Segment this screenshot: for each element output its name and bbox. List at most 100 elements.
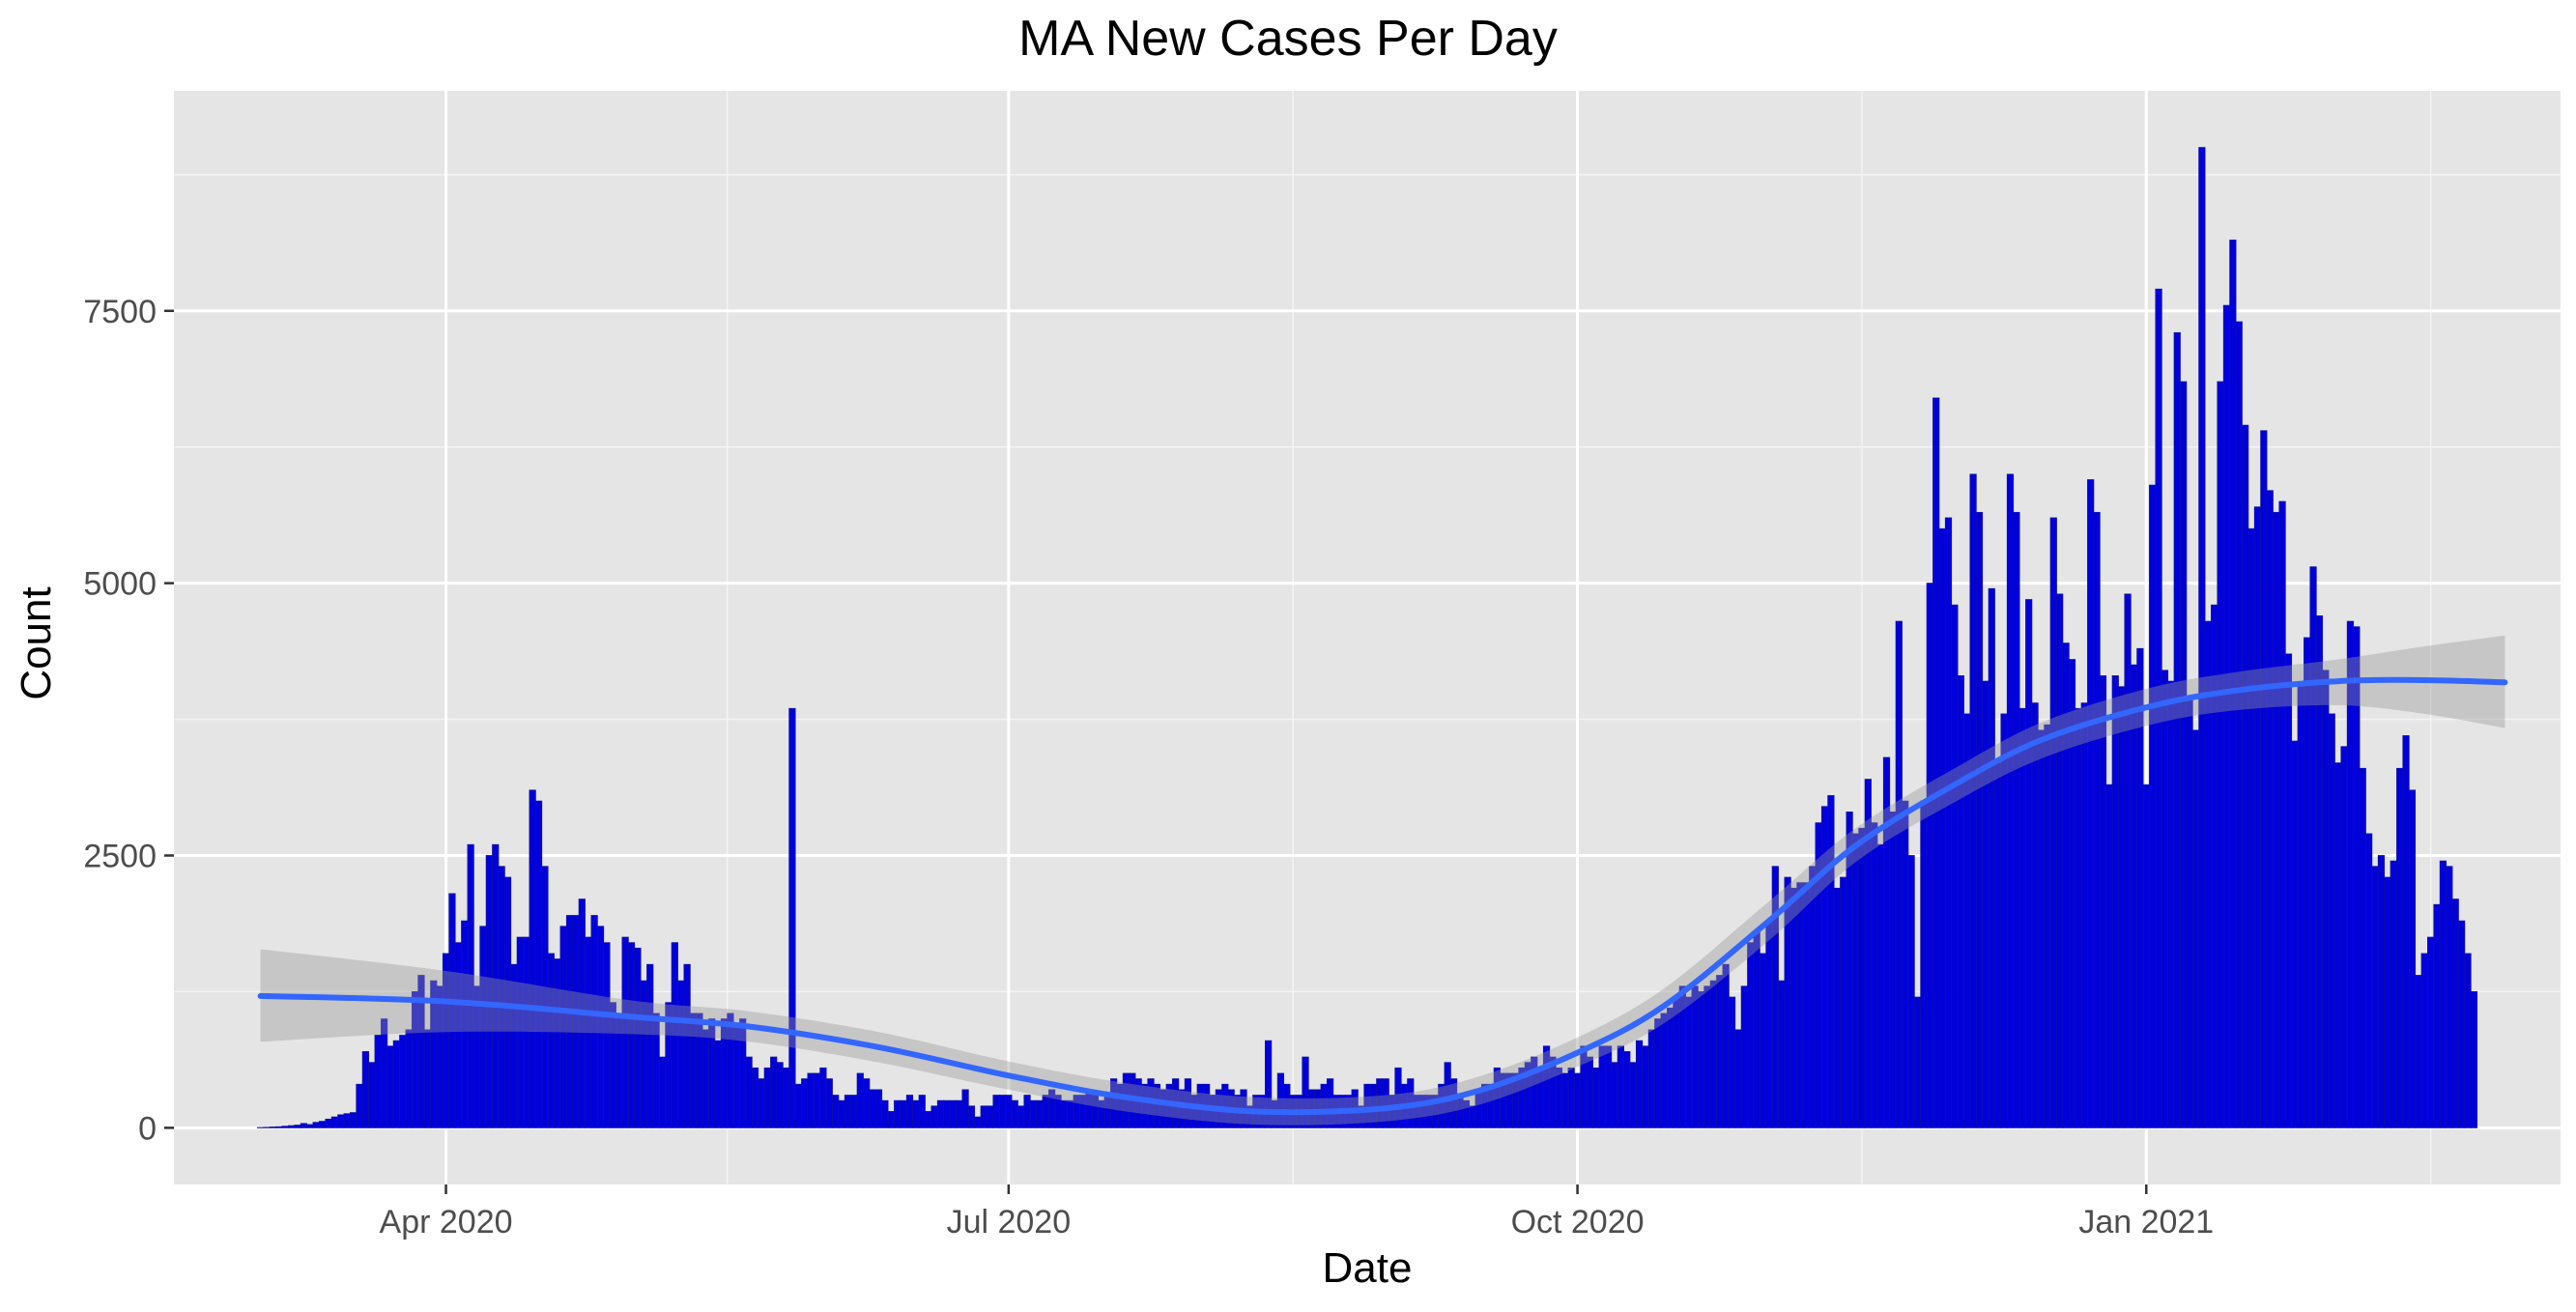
bar [2334, 762, 2342, 1128]
bar [1647, 1029, 1655, 1128]
x-axis: Apr 2020 Jul 2020 Oct 2020 Jan 2021 [380, 1184, 2214, 1241]
bar [1876, 843, 1884, 1128]
bar [1951, 604, 1959, 1128]
bar [1716, 975, 1724, 1128]
bar [2025, 599, 2033, 1128]
bar [2390, 860, 2397, 1128]
bar [967, 1105, 976, 1128]
bar [930, 1105, 938, 1128]
bar [1029, 1099, 1038, 1128]
bar [1067, 1099, 1074, 1128]
bar [2273, 511, 2280, 1128]
bar [2470, 991, 2478, 1128]
bar [405, 1029, 413, 1128]
bar [2297, 686, 2304, 1128]
bar [1555, 1067, 1562, 1128]
bar [2433, 903, 2441, 1128]
y-axis: 0 2500 5000 7500 [83, 294, 174, 1147]
bar [1871, 822, 1878, 1128]
bar [300, 1123, 307, 1128]
bar [2278, 500, 2286, 1128]
bar [1938, 528, 1946, 1128]
bar [2149, 484, 2157, 1128]
bar [2247, 528, 2255, 1128]
bar [1734, 1029, 1742, 1128]
bar [2105, 784, 2113, 1128]
bar [714, 1040, 722, 1128]
x-tick-label: Apr 2020 [380, 1204, 513, 1241]
trend-line-path [257, 676, 2508, 1116]
bar [627, 942, 636, 1128]
bar [1703, 985, 1711, 1128]
bar [1907, 855, 1915, 1128]
bar [529, 789, 536, 1128]
bar [819, 1067, 827, 1128]
bar [1851, 833, 1860, 1128]
bar [1759, 953, 1767, 1128]
bar [2439, 860, 2447, 1128]
bar [1975, 511, 1984, 1128]
bar [399, 1035, 407, 1128]
bar [1740, 985, 1748, 1128]
bar [1889, 812, 1897, 1128]
y-axis-label: Count [13, 586, 60, 700]
bar [2235, 321, 2243, 1128]
bar [1623, 1051, 1631, 1128]
bar [2130, 664, 2138, 1128]
bar [900, 1099, 907, 1128]
bar [2099, 675, 2107, 1128]
bar [1265, 1040, 1273, 1128]
bar [1895, 620, 1903, 1128]
bar [905, 1095, 914, 1128]
bar [2371, 866, 2379, 1128]
bar [2044, 724, 2051, 1128]
bar [1586, 1056, 1593, 1128]
bar [2217, 381, 2224, 1128]
bar [1023, 1095, 1031, 1128]
bar [2451, 898, 2459, 1128]
bar [2408, 789, 2417, 1128]
bar-series [256, 147, 2478, 1128]
bar [392, 1040, 400, 1128]
y-tick-label: 2500 [83, 838, 157, 874]
bar [763, 1067, 771, 1128]
bar [2111, 675, 2119, 1128]
bar [2464, 953, 2472, 1128]
bar [1722, 963, 1730, 1128]
bar [2198, 147, 2206, 1128]
bar [603, 942, 611, 1128]
bar [776, 1062, 784, 1128]
bar [1017, 1105, 1025, 1128]
bar [1666, 1007, 1674, 1128]
y-tick-label: 5000 [83, 566, 157, 603]
bar [1840, 876, 1847, 1128]
bar [2031, 702, 2039, 1128]
bar [2396, 767, 2404, 1128]
bar [374, 1035, 382, 1128]
bar [998, 1095, 1007, 1128]
bar [1827, 795, 1835, 1128]
bar [646, 963, 654, 1128]
bar [1635, 1040, 1644, 1128]
bar [2087, 479, 2095, 1128]
bar [454, 942, 462, 1128]
trend-line [257, 676, 2508, 1116]
bar [894, 1099, 902, 1128]
bar [844, 1095, 852, 1128]
bar [683, 963, 691, 1128]
bar [306, 1124, 314, 1128]
bar [1994, 762, 2002, 1128]
bar [887, 1111, 895, 1128]
bar [2180, 381, 2188, 1128]
bar [2359, 767, 2366, 1128]
bar [2186, 697, 2193, 1128]
bar [1988, 587, 1995, 1128]
bar [2377, 855, 2386, 1128]
bar [1902, 800, 1909, 1128]
bar [992, 1095, 1000, 1128]
bar [337, 1114, 345, 1128]
bar [1561, 1072, 1569, 1128]
bar [1747, 942, 1755, 1128]
bar [869, 1089, 876, 1128]
bar [1920, 800, 1928, 1128]
